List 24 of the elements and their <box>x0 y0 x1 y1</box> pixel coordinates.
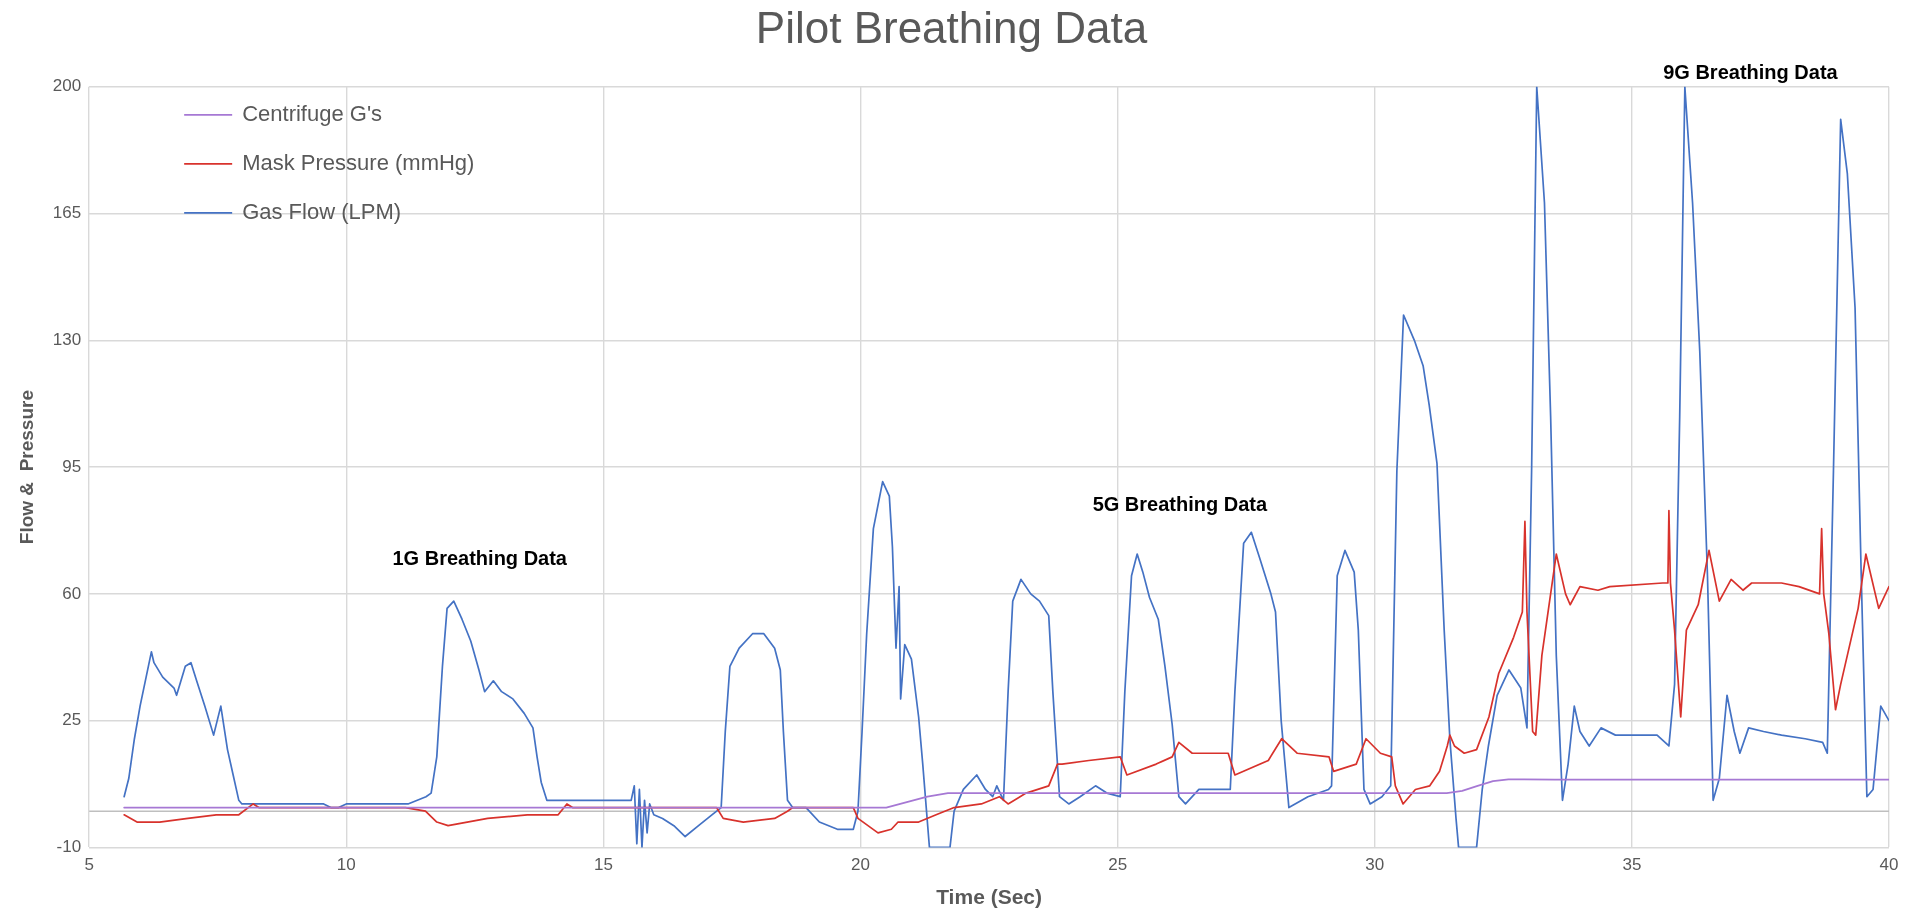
chart-title: Pilot Breathing Data <box>755 2 1148 52</box>
legend-label: Gas Flow (LPM) <box>242 198 402 224</box>
annotation: 5G Breathing Data <box>1092 492 1268 515</box>
x-tick-label: 10 <box>336 855 356 875</box>
x-tick-label: 40 <box>1879 855 1899 875</box>
x-tick-label: 25 <box>1108 855 1128 875</box>
x-tick-label: 5 <box>84 855 94 875</box>
y-tick-label: 165 <box>52 203 82 223</box>
x-tick-label: 20 <box>851 855 870 875</box>
legend-label: Mask Pressure (mmHg) <box>242 149 475 175</box>
x-tick-label: 30 <box>1365 855 1385 875</box>
y-tick-label: 130 <box>52 330 82 350</box>
y-axis-title: Flow & Pressure <box>15 390 37 545</box>
text: 9G Breathing Data <box>1663 61 1839 84</box>
y-tick-label: 95 <box>62 456 82 476</box>
y-tick-label: 200 <box>52 76 82 96</box>
x-tick-label: 15 <box>593 855 613 875</box>
annotation: 1G Breathing Data <box>392 546 568 569</box>
y-tick-label: 60 <box>62 583 82 603</box>
legend-label: Centrifuge G's <box>242 100 383 126</box>
x-axis-title: Time (Sec) <box>936 885 1042 909</box>
x-tick-label: 35 <box>1622 855 1642 875</box>
y-tick-label: -10 <box>56 837 82 857</box>
y-tick-label: 25 <box>62 710 82 730</box>
